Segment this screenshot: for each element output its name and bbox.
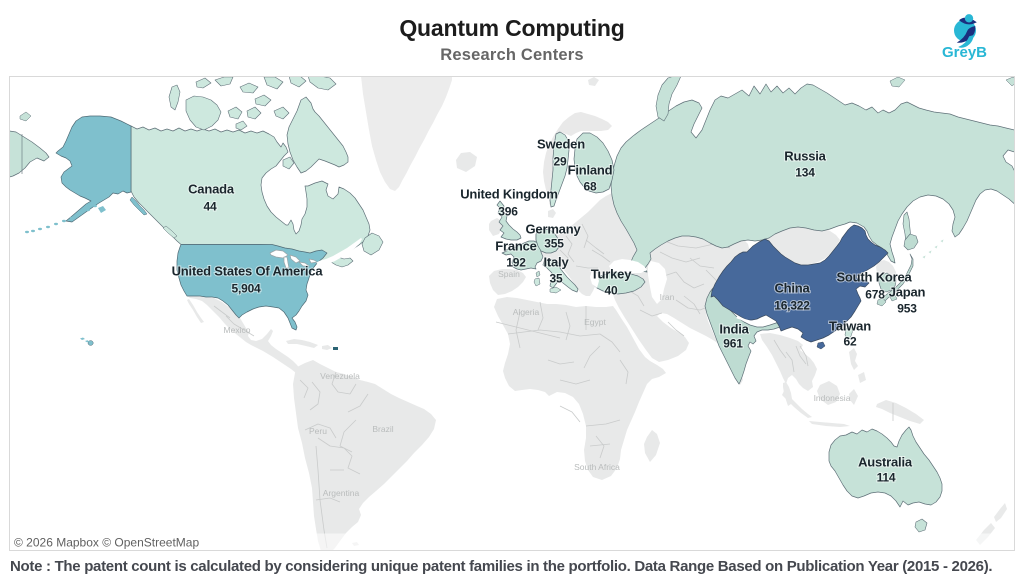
- svg-text:Peru: Peru: [309, 426, 327, 436]
- svg-text:44: 44: [204, 199, 217, 213]
- svg-text:Canada: Canada: [188, 182, 235, 197]
- svg-text:355: 355: [544, 236, 564, 250]
- svg-text:5,904: 5,904: [231, 281, 261, 295]
- svg-text:114: 114: [877, 470, 896, 484]
- svg-text:Spain: Spain: [498, 269, 520, 279]
- svg-text:Venezuela: Venezuela: [320, 371, 360, 381]
- svg-text:Iran: Iran: [660, 292, 675, 302]
- svg-text:United Kingdom: United Kingdom: [460, 187, 558, 202]
- svg-text:Algeria: Algeria: [513, 307, 540, 317]
- svg-text:Sweden: Sweden: [537, 137, 585, 152]
- svg-text:961: 961: [723, 336, 743, 350]
- svg-text:Germany: Germany: [526, 222, 582, 237]
- svg-text:GreyB: GreyB: [942, 44, 987, 61]
- svg-text:France: France: [495, 239, 536, 254]
- svg-text:South Korea: South Korea: [836, 270, 912, 285]
- svg-text:678: 678: [865, 287, 885, 301]
- svg-text:68: 68: [584, 179, 597, 193]
- svg-text:Taiwan: Taiwan: [829, 319, 871, 334]
- svg-text:Mexico: Mexico: [224, 325, 251, 335]
- svg-text:16,322: 16,322: [774, 298, 810, 312]
- svg-text:Japan: Japan: [889, 285, 926, 300]
- svg-text:Australia: Australia: [858, 455, 913, 470]
- svg-text:South Africa: South Africa: [574, 462, 620, 472]
- svg-text:192: 192: [506, 255, 526, 269]
- svg-text:© 2026 Mapbox © OpenStreetMap: © 2026 Mapbox © OpenStreetMap: [14, 536, 199, 550]
- svg-text:United States Of America: United States Of America: [172, 264, 324, 279]
- svg-text:Brazil: Brazil: [372, 424, 393, 434]
- svg-text:China: China: [774, 281, 810, 296]
- svg-text:Egypt: Egypt: [584, 317, 606, 327]
- svg-text:Argentina: Argentina: [323, 488, 360, 498]
- svg-text:396: 396: [498, 204, 518, 218]
- svg-text:Turkey: Turkey: [591, 267, 632, 282]
- svg-text:953: 953: [897, 301, 917, 315]
- svg-text:40: 40: [605, 283, 618, 297]
- svg-text:134: 134: [795, 165, 815, 179]
- svg-text:Italy: Italy: [543, 255, 569, 270]
- svg-text:Finland: Finland: [568, 163, 613, 178]
- svg-text:62: 62: [844, 334, 857, 348]
- svg-text:29: 29: [554, 154, 567, 168]
- svg-text:Russia: Russia: [784, 149, 826, 164]
- svg-text:Indonesia: Indonesia: [814, 393, 851, 403]
- svg-text:India: India: [719, 322, 749, 337]
- svg-text:35: 35: [550, 271, 563, 285]
